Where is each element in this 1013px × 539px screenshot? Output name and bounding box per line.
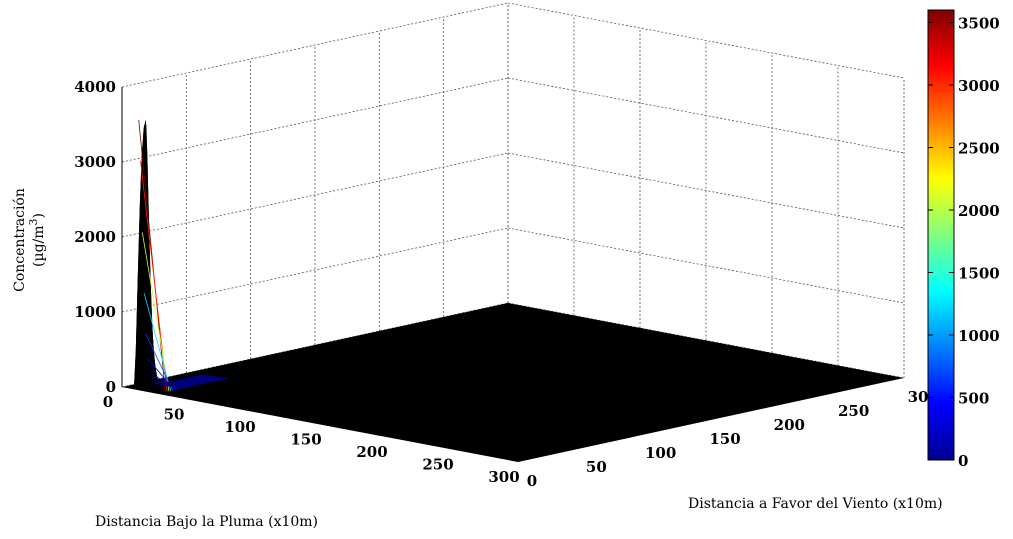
x-axis-label: Distancia Bajo la Pluma (x10m) <box>95 514 318 530</box>
z-tick-label: 3000 <box>74 153 116 171</box>
grid-line <box>507 152 905 229</box>
contour-lines <box>138 119 229 393</box>
contour-line <box>198 375 225 380</box>
x-tick-label: 150 <box>290 431 321 449</box>
surface <box>122 303 904 462</box>
surface-floor <box>122 303 904 462</box>
contour-line <box>138 119 166 393</box>
grid-line <box>121 2 509 88</box>
y-tick-label: 0 <box>527 472 537 490</box>
z-tick-label: 1000 <box>74 303 116 321</box>
contour-line <box>201 374 229 379</box>
contour-line <box>171 381 198 386</box>
contour-line <box>167 381 195 387</box>
contour-line <box>199 374 227 380</box>
grid-line <box>507 227 905 304</box>
contour-line <box>183 378 211 383</box>
y-axis-label: Distancia a Favor del Viento (x10m) <box>688 496 943 512</box>
colorbar-ticks: 0 500 1000 1500 2000 2500 3000 3500 <box>928 15 1000 470</box>
colorbar-tick-label: 1000 <box>958 327 1000 345</box>
z-tick-label: 0 <box>106 378 116 396</box>
colorbar-gradient <box>927 9 955 461</box>
contour-line <box>194 376 222 381</box>
x-tick-label: 250 <box>422 456 453 474</box>
ridge-flank <box>122 119 161 390</box>
colorbar-tick-label: 0 <box>958 452 968 470</box>
contour-line <box>145 334 173 391</box>
contour-line <box>180 379 207 384</box>
contour-line <box>190 376 218 382</box>
grid-line <box>507 2 905 79</box>
concentration-peak <box>122 119 247 397</box>
contour-line <box>189 377 216 382</box>
grid-lines <box>121 2 905 388</box>
colorbar-tick-label: 2500 <box>958 140 1000 158</box>
contour-line <box>169 381 197 386</box>
contour-line <box>176 379 204 385</box>
y-tick-label: 100 <box>645 444 676 462</box>
y-tick-label: 30 <box>908 388 929 406</box>
x-tick-label: 300 <box>488 468 519 486</box>
y-tick-label: 200 <box>774 416 805 434</box>
x-tick-label: 50 <box>164 406 185 424</box>
contour-line <box>174 380 202 385</box>
contour-line <box>160 383 188 388</box>
contour-line <box>172 380 200 386</box>
grid-line <box>121 227 509 313</box>
contour-line <box>192 376 220 381</box>
contour-line <box>163 382 191 387</box>
contour-line <box>196 375 224 380</box>
colorbar-tick-label: 500 <box>958 390 989 408</box>
y-tick-label: 50 <box>586 458 607 476</box>
contour-line <box>141 232 170 392</box>
grid-line <box>121 152 509 238</box>
contour-line <box>187 377 215 382</box>
colorbar: 0 500 1000 1500 2000 2500 3000 3500 <box>927 9 1000 470</box>
z-tick-label: 2000 <box>74 228 116 246</box>
colorbar-tick-label: 3000 <box>958 77 1000 95</box>
contour-line <box>185 378 213 383</box>
grid-line <box>121 77 509 163</box>
contour-line <box>143 293 172 391</box>
z-axis-unit: (µg/m3) <box>27 213 47 267</box>
contour-line <box>181 378 209 384</box>
y-tick-label: 150 <box>709 430 740 448</box>
contour-line <box>158 383 186 389</box>
contour-line <box>162 383 189 388</box>
x-tick-label: 100 <box>224 418 255 436</box>
colorbar-tick-label: 1500 <box>958 265 1000 283</box>
z-axis-label: Concentración <box>12 188 28 292</box>
grid-line <box>507 77 905 154</box>
colorbar-tick-label: 3500 <box>958 15 1000 33</box>
colorbar-tick-label: 2000 <box>958 202 1000 220</box>
contour-line <box>165 382 193 387</box>
z-tick-label: 4000 <box>74 78 116 96</box>
x-tick-label: 200 <box>356 443 387 461</box>
y-tick-label: 250 <box>838 402 869 420</box>
contour-line <box>178 379 206 384</box>
x-tick-label: 0 <box>103 393 113 411</box>
